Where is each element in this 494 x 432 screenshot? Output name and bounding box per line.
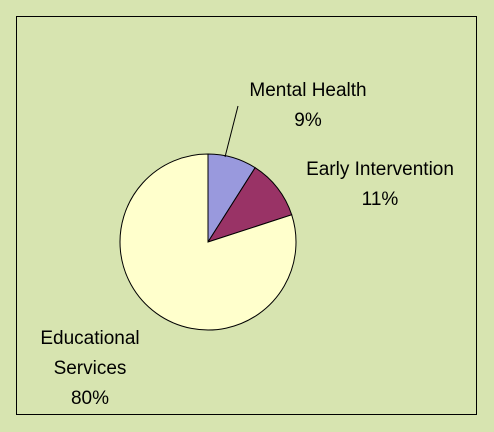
pie-slice xyxy=(119,153,297,331)
leader-line xyxy=(224,105,239,158)
slice-label: Early Intervention 11% xyxy=(306,155,454,215)
value-label: 11% xyxy=(361,189,399,210)
slice-label: Educational Services 80% xyxy=(30,324,150,414)
value-label: 9% xyxy=(294,110,322,131)
category-label: Mental Health xyxy=(249,80,367,101)
category-label: Educational Services xyxy=(40,328,140,379)
slice-label: Mental Health 9% xyxy=(249,76,366,136)
value-label: 80% xyxy=(70,388,110,409)
category-label: Early Intervention xyxy=(306,159,454,180)
chart-frame xyxy=(16,16,477,415)
